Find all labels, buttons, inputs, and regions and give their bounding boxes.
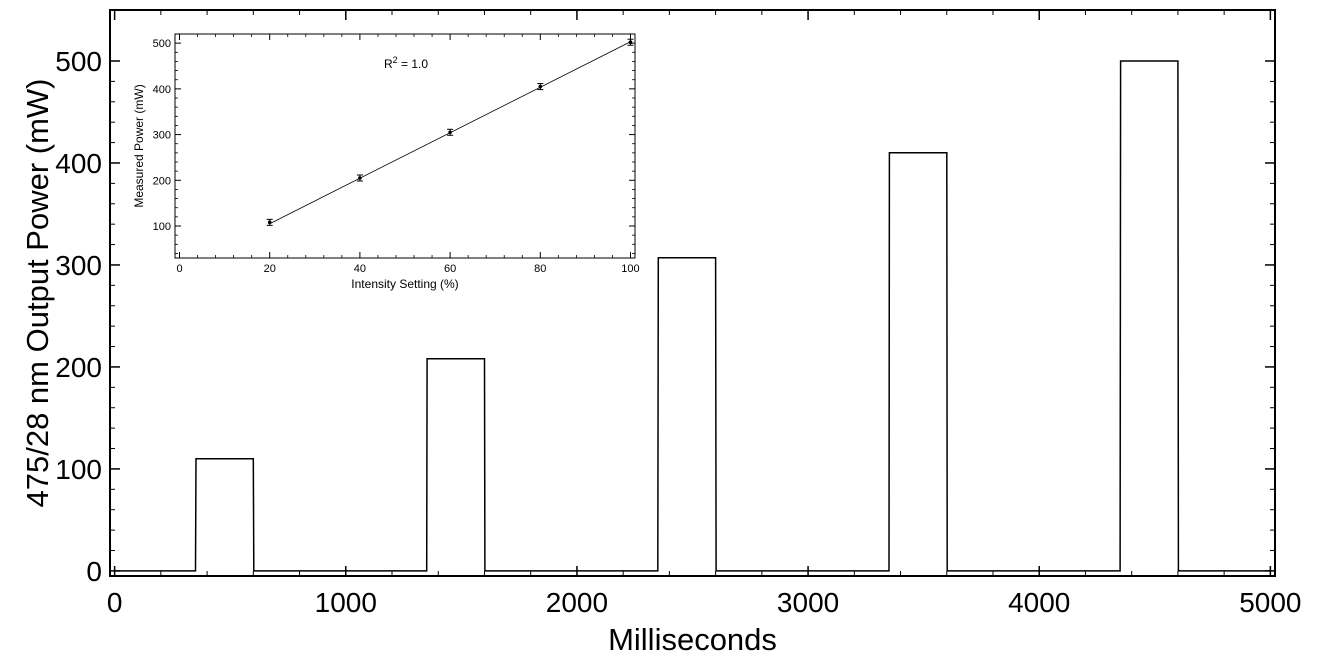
- inset-x-tick-label: 0: [176, 263, 182, 275]
- inset-y-tick-label: 100: [153, 221, 171, 233]
- main-y-axis-label: 475/28 nm Output Power (mW): [20, 79, 55, 508]
- main-x-tick-label: 4000: [1008, 587, 1070, 618]
- inset-y-tick-label: 300: [153, 130, 171, 142]
- main-series-line: [114, 60, 1271, 572]
- inset-data-point: [358, 176, 362, 180]
- inset-data-point: [448, 130, 452, 135]
- main-y-tick-label: 400: [55, 148, 102, 179]
- main-x-tick-label: 5000: [1239, 587, 1301, 618]
- inset-x-tick-label: 80: [534, 263, 546, 275]
- inset-x-axis-label: Intensity Setting (%): [351, 277, 458, 291]
- main-x-tick-label: 1000: [315, 587, 377, 618]
- inset-x-tick-label: 20: [264, 263, 276, 275]
- main-y-tick-label: 300: [55, 250, 102, 281]
- main-x-tick-label: 0: [107, 587, 123, 618]
- inset-annotation: R2 = 1.0: [384, 55, 428, 71]
- main-y-tick-label: 0: [86, 556, 102, 587]
- inset-annotation-base: R: [384, 57, 393, 71]
- inset-x-tick-label: 60: [444, 263, 456, 275]
- inset-data-point: [538, 84, 543, 89]
- inset-y-tick-label: 500: [153, 38, 171, 50]
- inset-y-axis-label: Measured Power (mW): [132, 84, 146, 207]
- main-y-tick-label: 200: [55, 352, 102, 383]
- main-x-tick-label: 3000: [777, 587, 839, 618]
- inset-x-tick-label: 100: [621, 263, 639, 275]
- inset-y-tick-label: 400: [153, 84, 171, 96]
- main-plot-frame: [109, 9, 1276, 577]
- inset-annotation-tail: = 1.0: [398, 57, 429, 71]
- inset-data-point: [267, 220, 272, 225]
- inset-data-point: [628, 40, 633, 45]
- inset-annotation-sup: 2: [393, 55, 398, 65]
- inset-y-tick-label: 200: [153, 175, 171, 187]
- inset-plot-frame: [174, 33, 636, 259]
- inset-plot: 100 200 300 400 500 0 20 40 60 80 100 Intensity Set…: [132, 33, 640, 291]
- main-x-axis-label: Milliseconds: [608, 622, 777, 657]
- main-y-tick-label: 500: [55, 46, 102, 77]
- main-x-tick-label: 2000: [546, 587, 608, 618]
- main-y-tick-label: 100: [55, 454, 102, 485]
- inset-x-tick-label: 40: [354, 263, 366, 275]
